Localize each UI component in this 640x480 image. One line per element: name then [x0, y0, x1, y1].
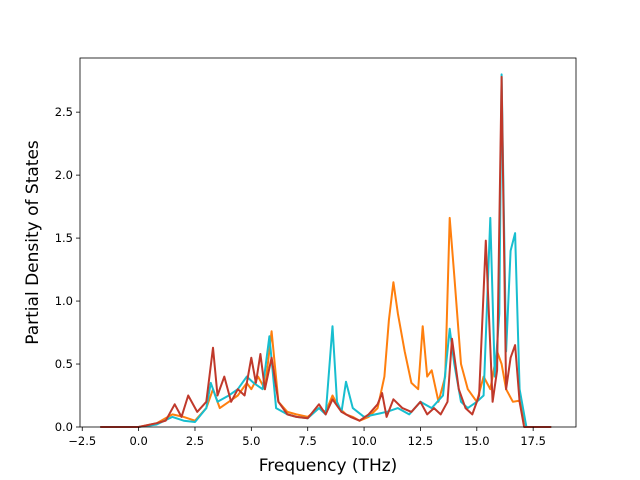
y-axis-label: Partial Density of States — [23, 140, 43, 345]
series-line-2 — [100, 73, 552, 428]
y-tick-label: 1.5 — [55, 231, 73, 245]
x-axis-ticks: −2.5 0.0 2.5 5.0 7.5 10.0 12.5 15.0 17.5 — [68, 427, 546, 448]
y-tick-label: 2.0 — [55, 168, 73, 182]
x-axis-label: Frequency (THz) — [259, 456, 398, 476]
x-tick-label: −2.5 — [68, 434, 96, 448]
y-tick-label: 2.5 — [55, 105, 73, 119]
x-tick-label: 17.5 — [520, 434, 546, 448]
y-tick-label: 1.0 — [55, 294, 73, 308]
x-tick-label: 2.5 — [186, 434, 204, 448]
series-line-3 — [100, 75, 552, 428]
plot-frame — [79, 57, 577, 428]
x-tick-label: 10.0 — [351, 434, 377, 448]
y-tick-label: 0.0 — [55, 420, 73, 434]
x-tick-label: 15.0 — [464, 434, 490, 448]
plot-lines — [100, 73, 552, 428]
x-tick-label: 12.5 — [408, 434, 434, 448]
x-tick-label: 5.0 — [242, 434, 260, 448]
x-tick-label: 0.0 — [129, 434, 147, 448]
y-tick-label: 0.5 — [55, 357, 73, 371]
x-tick-label: 7.5 — [299, 434, 317, 448]
y-axis-ticks: 0.0 0.5 1.0 1.5 2.0 2.5 — [55, 105, 80, 434]
